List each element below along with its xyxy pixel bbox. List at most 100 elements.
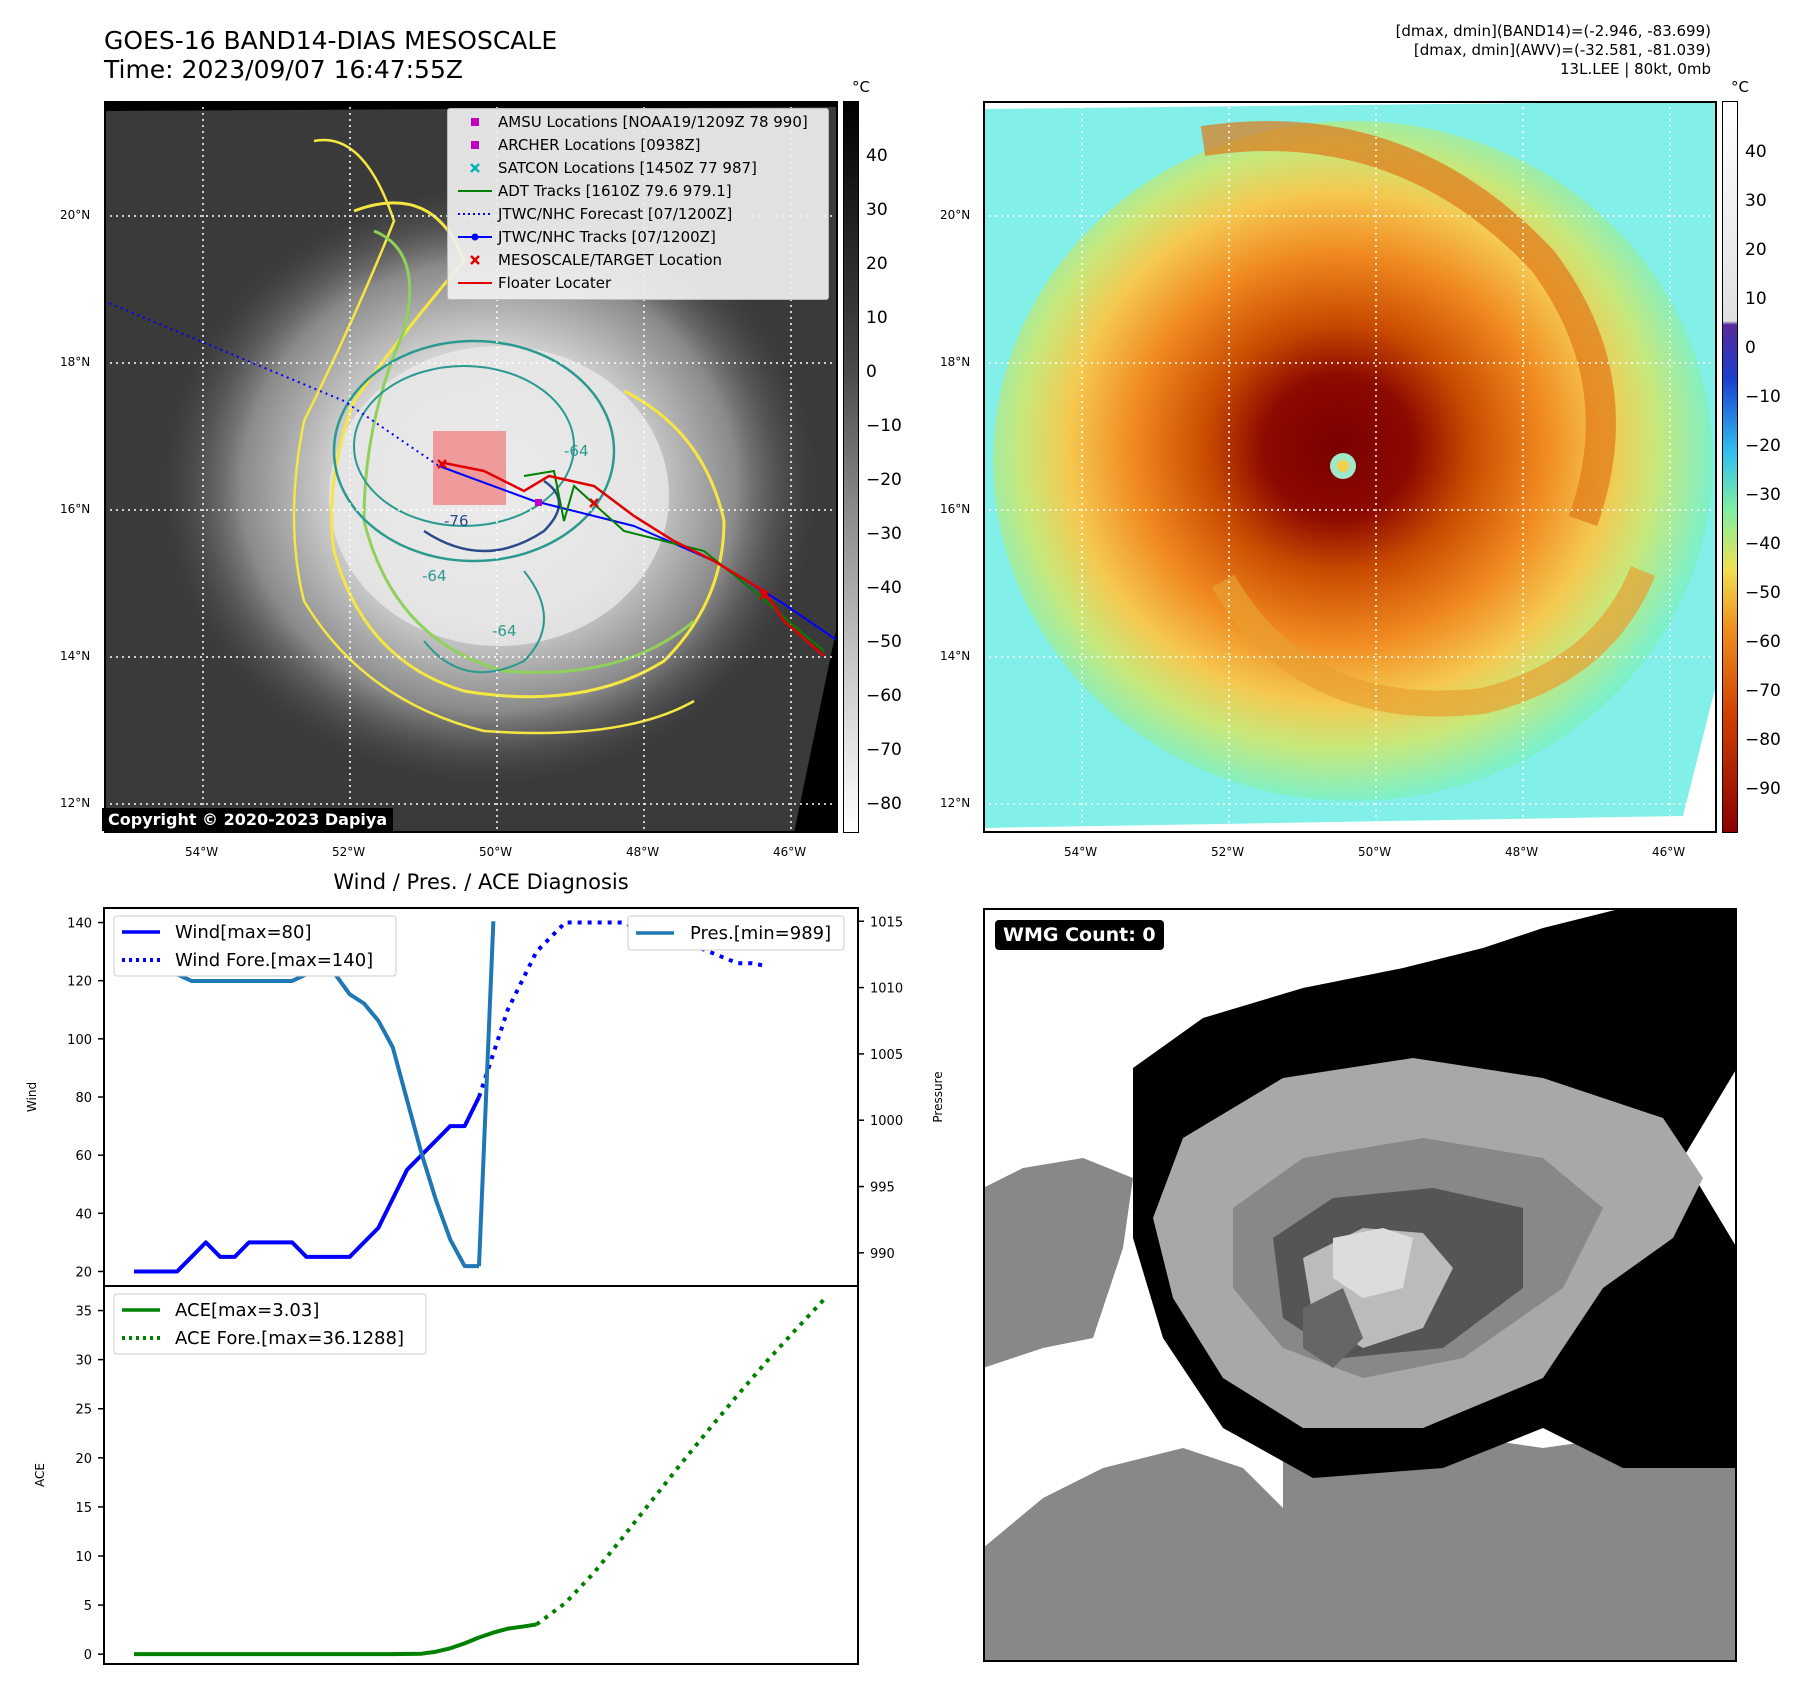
ace-series-line-0 (134, 1635, 480, 1657)
dias-map-frame (983, 101, 1717, 833)
colorbar-tick: −70 (866, 740, 902, 760)
colorbar-tick: −60 (866, 686, 902, 706)
ace-ytick-label: 25 (75, 1403, 92, 1418)
contour-label: -64 (564, 442, 589, 460)
lat-tick: 16°N (940, 502, 971, 516)
legend-label: JTWC/NHC Forecast [07/1200Z] (498, 205, 733, 223)
legend-label: Wind Fore.[max=140] (175, 950, 373, 971)
wind-ytick-label: 40 (75, 1207, 92, 1222)
ace-axis-label: ACE (33, 1463, 47, 1487)
ir-legend: AMSU Locations [NOAA19/1209Z 78 990] ARC… (447, 108, 829, 300)
lon-tick: 50°W (479, 845, 513, 859)
ir-colorbar (843, 101, 859, 833)
contour-label: -64 (422, 567, 447, 585)
pressure-ytick-label: 990 (870, 1247, 895, 1262)
legend-label: ACE[max=3.03] (175, 1300, 319, 1321)
title-line-1: GOES-16 BAND14-DIAS MESOSCALE (104, 26, 558, 55)
dias-map-image (983, 101, 1717, 833)
floater-track (443, 461, 825, 657)
dias-gridlines (983, 101, 1717, 833)
wind-ytick-label: 20 (75, 1265, 92, 1280)
colorbar-tick: −20 (866, 470, 902, 490)
wind-ytick-label: 100 (67, 1033, 92, 1048)
colorbar-tick: −30 (1745, 485, 1781, 505)
pressure-legend: Pres.[min=989] (627, 915, 845, 951)
lat-tick: 16°N (60, 502, 91, 516)
ace-series-line-1 (478, 1622, 537, 1640)
colorbar-tick: 10 (866, 308, 888, 328)
series-line-2 (134, 972, 479, 1269)
pressure-ytick-label: 1010 (870, 982, 903, 997)
ace-ytick-label: 10 (75, 1550, 92, 1565)
colorbar-tick: 20 (1745, 240, 1767, 260)
colorbar-tick: −80 (1745, 730, 1781, 750)
colorbar-tick: 30 (866, 200, 888, 220)
colorbar-tick: 0 (866, 362, 877, 382)
target-markers (437, 459, 769, 600)
lat-tick: 20°N (60, 208, 91, 222)
wind-axis-label: Wind (25, 1082, 39, 1112)
series-line-0 (134, 1096, 481, 1274)
dias-colorbar (1722, 101, 1738, 833)
legend-label: ARCHER Locations [0938Z] (498, 136, 701, 154)
contour-labels: -64 -64 -64 -76 (422, 442, 589, 640)
colorbar-tick: −30 (866, 524, 902, 544)
ace-legend: ACE[max=3.03] ACE Fore.[max=36.1288] (113, 1293, 427, 1355)
colorbar-tick: −10 (866, 416, 902, 436)
colorbar-tick: 20 (866, 254, 888, 274)
colorbar-tick: −60 (1745, 632, 1781, 652)
ace-axes: 0 5 10 15 20 25 30 35 (75, 1298, 826, 1663)
lat-tick: 18°N (940, 355, 971, 369)
legend-label: Wind[max=80] (175, 922, 312, 943)
lon-tick: 46°W (1652, 845, 1686, 859)
lat-tick: 14°N (940, 649, 971, 663)
amsu-markers (535, 499, 542, 506)
lon-tick: 50°W (1358, 845, 1392, 859)
colorbar-tick: −10 (1745, 387, 1781, 407)
figure-title: GOES-16 BAND14-DIAS MESOSCALE Time: 2023… (104, 26, 557, 84)
colorbar-tick: −80 (866, 794, 902, 814)
figure-info: [dmax, dmin](BAND14)=(-2.946, -83.699) [… (1396, 22, 1711, 79)
wind-ytick-label: 140 (67, 917, 92, 932)
colorbar-tick: −20 (1745, 436, 1781, 456)
info-line-2: [dmax, dmin](AWV)=(-32.581, -81.039) (1413, 41, 1711, 59)
lon-tick: 52°W (332, 845, 366, 859)
info-line-1: [dmax, dmin](BAND14)=(-2.946, -83.699) (1395, 22, 1711, 40)
legend-label: MESOSCALE/TARGET Location (498, 251, 723, 269)
legend-label: Pres.[min=989] (690, 923, 831, 944)
legend-label: ACE Fore.[max=36.1288] (175, 1328, 404, 1349)
dias-colorbar-unit: °C (1731, 78, 1749, 96)
pressure-ytick-label: 995 (870, 1181, 895, 1196)
title-line-2: Time: 2023/09/07 16:47:55Z (104, 55, 463, 84)
pressure-ytick-label: 1015 (870, 915, 903, 930)
colorbar-tick: −50 (866, 632, 902, 652)
colorbar-tick: −90 (1745, 779, 1781, 799)
contour-label: -64 (492, 622, 517, 640)
colorbar-tick: 40 (1745, 142, 1767, 162)
ace-ytick-label: 20 (75, 1452, 92, 1467)
colorbar-tick: −50 (1745, 583, 1781, 603)
lon-tick: 52°W (1211, 845, 1245, 859)
wind-legend: Wind[max=80] Wind Fore.[max=140] (113, 915, 397, 977)
lon-tick: 46°W (773, 845, 807, 859)
pressure-axis-label: Pressure (931, 1071, 945, 1122)
contour-label: -76 (444, 512, 469, 530)
wmg-frame (983, 908, 1737, 1662)
legend-label: JTWC/NHC Tracks [07/1200Z] (498, 228, 716, 246)
colorbar-tick: 10 (1745, 289, 1767, 309)
legend-label: SATCON Locations [1450Z 77 987] (498, 159, 757, 177)
legend-label: ADT Tracks [1610Z 79.6 979.1] (498, 182, 732, 200)
wmg-count-badge: WMG Count: 0 (995, 920, 1164, 950)
legend-label: Floater Locater (498, 274, 612, 292)
colorbar-tick: −70 (1745, 681, 1781, 701)
colorbar-tick: 40 (866, 146, 888, 166)
chart-title: Wind / Pres. / ACE Diagnosis (333, 870, 628, 894)
copyright-badge: Copyright © 2020-2023 Dapiya (102, 808, 394, 831)
lat-tick: 14°N (60, 649, 91, 663)
ace-ytick-label: 0 (84, 1648, 92, 1663)
ir-colorbar-unit: °C (852, 78, 870, 96)
ace-ytick-label: 30 (75, 1354, 92, 1369)
lat-tick: 18°N (60, 355, 91, 369)
ir-map-frame (104, 101, 838, 833)
lon-tick: 54°W (1064, 845, 1098, 859)
